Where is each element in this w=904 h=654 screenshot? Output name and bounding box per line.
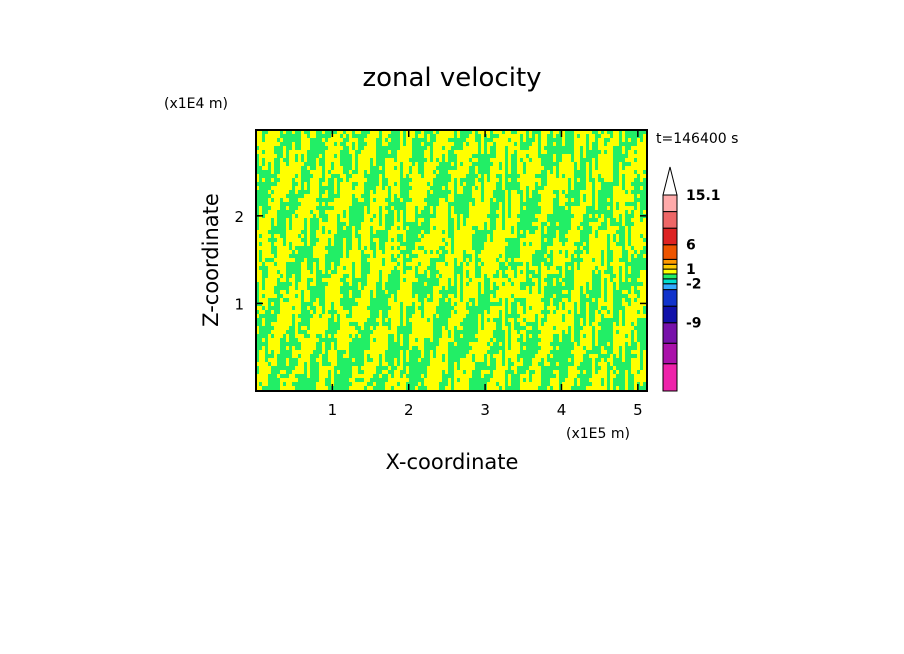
- colorbar-swatch: [662, 363, 678, 392]
- x-tick-label: 4: [557, 401, 567, 419]
- time-label: t=146400 s: [656, 131, 738, 147]
- colorbar-label: -9: [686, 316, 702, 332]
- colorbar-label: 1: [686, 262, 696, 278]
- colorbar-swatch: [662, 263, 678, 270]
- y-scale-label: (x1E4 m): [164, 96, 228, 112]
- colorbar-swatch: [662, 244, 678, 260]
- chart-title: zonal velocity: [362, 63, 541, 93]
- colorbar-swatch: [662, 289, 678, 307]
- x-axis: 1 2 3 4 5: [328, 130, 643, 419]
- colorbar-swatch: [662, 283, 678, 291]
- colorbar-extend-arrow: [662, 166, 678, 196]
- colorbar: 15.1 6 1-2 -9: [662, 166, 721, 392]
- y-tick-label: 1: [234, 295, 244, 313]
- colorbar-swatch: [662, 227, 678, 246]
- velocity-field-heatmap: [256, 130, 647, 391]
- colorbar-swatch: [662, 211, 678, 229]
- y-tick-label: 2: [234, 208, 244, 226]
- y-axis-title: Z-coordinate: [199, 193, 223, 327]
- colorbar-swatch: [662, 322, 678, 344]
- colorbar-swatch: [662, 342, 678, 365]
- colorbar-swatch: [662, 268, 678, 275]
- heatmap-cells: [256, 130, 647, 391]
- x-tick-label: 3: [480, 401, 490, 419]
- y-axis: 12: [234, 208, 647, 313]
- plot-frame: [255, 129, 648, 392]
- colorbar-swatch: [662, 258, 678, 265]
- colorbar-label: 15.1: [686, 188, 721, 204]
- x-axis-title: X-coordinate: [386, 450, 519, 474]
- colorbar-label: 6: [686, 238, 696, 254]
- colorbar-swatch: [662, 194, 678, 213]
- colorbar-swatch: [662, 305, 678, 324]
- x-tick-label: 1: [328, 401, 338, 419]
- x-tick-label: 5: [633, 401, 643, 419]
- colorbar-swatch: [662, 273, 678, 280]
- x-scale-label: (x1E5 m): [566, 426, 630, 442]
- colorbar-label: -2: [686, 277, 702, 293]
- x-tick-label: 2: [404, 401, 414, 419]
- colorbar-swatch: [662, 278, 678, 285]
